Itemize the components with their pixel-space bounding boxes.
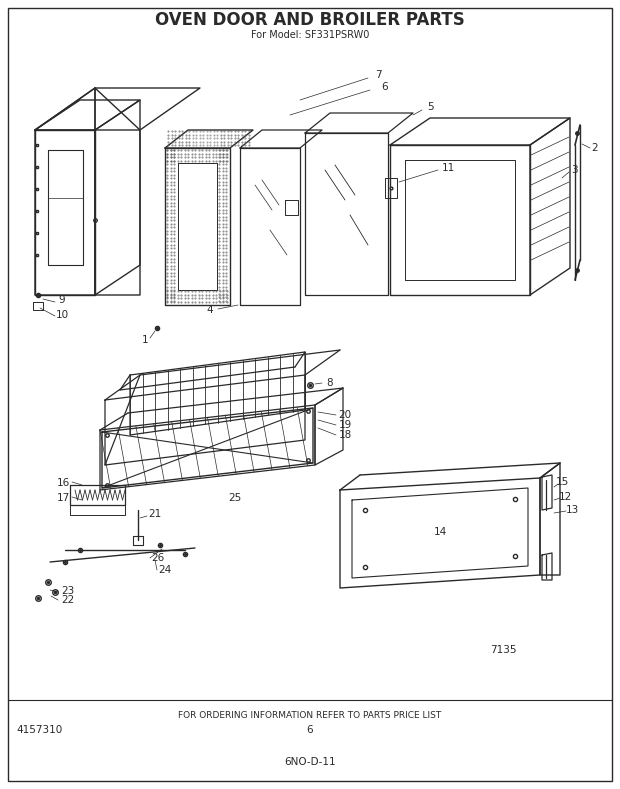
Text: 15: 15 bbox=[556, 477, 569, 487]
Text: 4: 4 bbox=[206, 305, 213, 315]
Text: FOR ORDERING INFORMATION REFER TO PARTS PRICE LIST: FOR ORDERING INFORMATION REFER TO PARTS … bbox=[179, 711, 441, 720]
Text: 8: 8 bbox=[327, 378, 334, 388]
Text: 11: 11 bbox=[441, 163, 454, 173]
Text: 6: 6 bbox=[307, 725, 313, 735]
Text: For Model: SF331PSRW0: For Model: SF331PSRW0 bbox=[251, 30, 369, 40]
Text: 6NO-D-11: 6NO-D-11 bbox=[284, 757, 336, 767]
Text: 26: 26 bbox=[151, 553, 165, 563]
Text: 23: 23 bbox=[61, 586, 74, 596]
Text: 19: 19 bbox=[339, 420, 352, 430]
Text: 20: 20 bbox=[339, 410, 352, 420]
Text: 17: 17 bbox=[56, 493, 69, 503]
Text: 21: 21 bbox=[148, 509, 162, 519]
Text: 22: 22 bbox=[61, 595, 74, 605]
Text: 2: 2 bbox=[591, 143, 598, 153]
Text: OVEN DOOR AND BROILER PARTS: OVEN DOOR AND BROILER PARTS bbox=[155, 11, 465, 29]
Text: 1: 1 bbox=[142, 335, 148, 345]
Text: 6: 6 bbox=[382, 82, 388, 92]
Text: 9: 9 bbox=[59, 295, 65, 305]
Text: 18: 18 bbox=[339, 430, 352, 440]
Text: 7135: 7135 bbox=[490, 645, 516, 655]
Text: 12: 12 bbox=[559, 492, 572, 502]
Text: 25: 25 bbox=[228, 493, 242, 503]
Text: 10: 10 bbox=[55, 310, 69, 320]
Text: 4157310: 4157310 bbox=[17, 725, 63, 735]
Text: 16: 16 bbox=[56, 478, 69, 488]
Text: 3: 3 bbox=[570, 165, 577, 175]
Text: 13: 13 bbox=[565, 505, 578, 515]
Text: 7: 7 bbox=[374, 70, 381, 80]
Text: 5: 5 bbox=[427, 102, 433, 112]
Text: 24: 24 bbox=[158, 565, 172, 575]
Text: 14: 14 bbox=[433, 527, 446, 537]
